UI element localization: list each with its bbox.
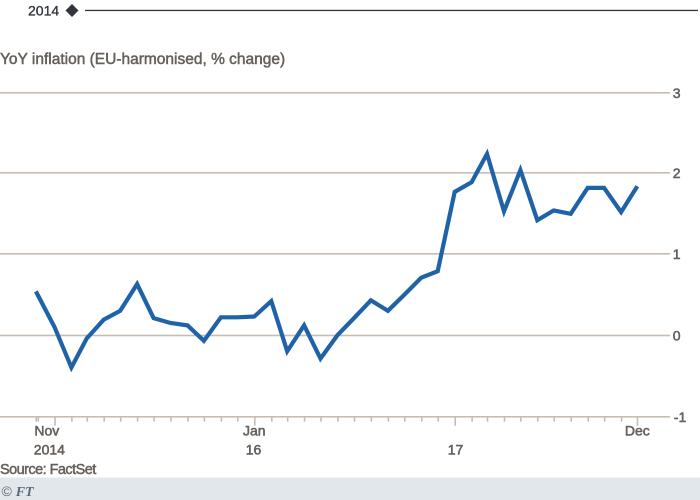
svg-text:0: 0 xyxy=(673,328,681,344)
svg-text:2: 2 xyxy=(673,165,681,181)
svg-text:1: 1 xyxy=(673,246,681,262)
svg-text:17: 17 xyxy=(448,441,464,457)
svg-text:Nov: Nov xyxy=(34,423,59,439)
svg-text:16: 16 xyxy=(246,441,262,457)
svg-text:Source: FactSet: Source: FactSet xyxy=(0,462,96,478)
svg-text:© FT: © FT xyxy=(2,483,36,500)
svg-text:-1: -1 xyxy=(674,409,687,425)
svg-text:Dec: Dec xyxy=(625,423,650,439)
svg-text:Jan: Jan xyxy=(243,423,266,439)
svg-text:YoY inflation (EU-harmonised,: YoY inflation (EU-harmonised, % change) xyxy=(0,51,285,68)
svg-text:2014: 2014 xyxy=(34,441,65,457)
svg-text:2014: 2014 xyxy=(28,3,59,19)
svg-text:3: 3 xyxy=(673,85,681,101)
